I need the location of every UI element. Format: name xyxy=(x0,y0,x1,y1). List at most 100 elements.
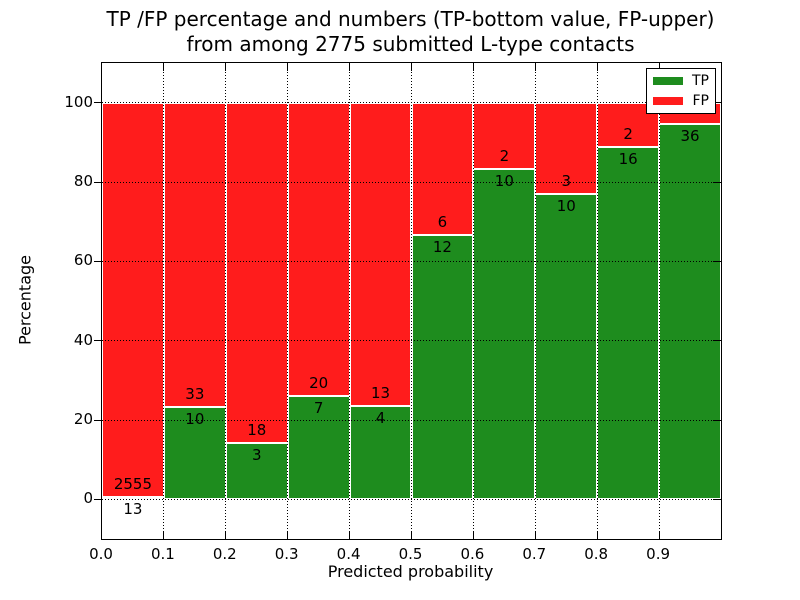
y-tick-mark-left xyxy=(94,419,102,421)
bar-tp-count-label: 10 xyxy=(494,171,514,190)
x-tick-label: 0.4 xyxy=(336,545,361,563)
y-tick-mark-right xyxy=(713,340,721,342)
x-tick-mark-top xyxy=(225,63,227,71)
bar-fp-segment xyxy=(349,102,412,406)
bar-fp-count-label: 2 xyxy=(623,124,633,143)
x-tick-mark-top xyxy=(658,63,660,71)
legend-item-tp: TP xyxy=(653,73,709,89)
x-tick-label: 0.9 xyxy=(646,545,671,563)
x-tick-label: 0.5 xyxy=(398,545,423,563)
bar-tp-count-label: 4 xyxy=(375,409,386,427)
y-tick-label: 20 xyxy=(73,410,93,428)
legend-item-fp: FP xyxy=(653,93,709,109)
y-tick-mark-left xyxy=(94,181,102,183)
legend-label-fp: FP xyxy=(692,93,710,109)
gridline-vertical xyxy=(287,63,289,539)
y-tick-mark-left xyxy=(94,260,102,262)
x-tick-mark-bottom xyxy=(163,531,165,539)
x-tick-label: 0.8 xyxy=(584,545,609,563)
y-tick-mark-right xyxy=(713,419,721,421)
bar-fp-count-label: 33 xyxy=(185,385,205,404)
bar-fp-count-label: 13 xyxy=(371,384,391,402)
x-tick-label: 0.0 xyxy=(89,545,113,563)
x-tick-mark-bottom xyxy=(349,531,351,539)
bar-tp-count-label: 13 xyxy=(123,500,143,519)
chart-title-line2: from among 2775 submitted L-type contact… xyxy=(186,32,635,56)
chart-title-line1: TP /FP percentage and numbers (TP-bottom… xyxy=(106,7,715,31)
gridline-vertical xyxy=(411,63,412,539)
x-tick-label: 0.3 xyxy=(274,545,299,563)
legend-swatch-tp xyxy=(653,77,683,85)
x-tick-mark-top xyxy=(349,63,351,71)
bar-fp-segment xyxy=(102,102,164,498)
x-tick-mark-bottom xyxy=(472,531,474,539)
x-tick-label: 0.2 xyxy=(212,545,237,563)
bar-fp-count-label: 18 xyxy=(247,420,267,439)
bar-tp-count-label: 12 xyxy=(432,237,452,256)
y-tick-mark-right xyxy=(713,260,721,262)
legend-swatch-fp xyxy=(653,97,683,105)
bar-tp-segment xyxy=(535,194,598,500)
bar-tp-segment xyxy=(659,123,721,500)
y-tick-label: 80 xyxy=(73,172,93,190)
bar-fp-count-label: 2555 xyxy=(113,475,153,494)
y-tick-mark-left xyxy=(94,340,102,342)
bar-fp-segment xyxy=(473,102,536,169)
x-tick-mark-bottom xyxy=(658,531,660,539)
y-tick-mark-left xyxy=(94,102,102,104)
gridline-vertical xyxy=(472,63,474,539)
bar-tp-segment xyxy=(597,146,660,500)
x-tick-mark-bottom xyxy=(287,531,289,539)
y-tick-label: 40 xyxy=(73,330,93,349)
gridline-vertical xyxy=(225,63,227,539)
y-tick-mark-left xyxy=(94,498,102,500)
x-tick-label: 0.1 xyxy=(150,545,175,563)
bar-tp-count-label: 3 xyxy=(251,445,262,464)
bar-fp-segment xyxy=(163,102,226,408)
bar-fp-segment xyxy=(535,102,598,195)
bar-tp-segment xyxy=(411,234,474,500)
bar-fp-count-label: 2 xyxy=(499,146,510,165)
bar-tp-segment xyxy=(349,406,412,500)
bar-fp-count-label: 3 xyxy=(561,172,572,191)
x-tick-mark-bottom xyxy=(534,531,536,539)
x-tick-mark-top xyxy=(472,63,474,71)
gridline-vertical xyxy=(658,63,660,539)
x-tick-label: 0.6 xyxy=(460,545,485,563)
x-tick-label: 0.7 xyxy=(522,545,547,563)
x-tick-mark-bottom xyxy=(225,531,227,539)
bar-fp-segment xyxy=(287,102,350,397)
bar-tp-count-label: 7 xyxy=(313,399,324,418)
x-tick-mark-top xyxy=(534,63,536,71)
gridline-vertical xyxy=(596,63,598,539)
gridline-vertical xyxy=(534,63,536,539)
x-tick-mark-bottom xyxy=(596,531,598,539)
y-tick-label: 60 xyxy=(73,251,93,270)
x-tick-mark-top xyxy=(596,63,598,71)
bar-tp-count-label: 10 xyxy=(185,410,205,429)
x-tick-mark-top xyxy=(163,63,165,71)
bar-tp-count-label: 16 xyxy=(618,149,638,168)
y-tick-label: 0 xyxy=(83,489,93,508)
plot-area: 2555 13 33 10 18 3 20 7 13 4 6 12 2 10 3 10 2 16 36 TP FP xyxy=(94,62,722,540)
x-tick-mark-top xyxy=(287,63,289,71)
bar-fp-count-label: 20 xyxy=(309,374,329,393)
y-tick-label: 100 xyxy=(64,92,93,111)
bar-fp-segment xyxy=(225,102,288,443)
legend: TP FP xyxy=(646,68,716,114)
chart-title: TP /FP percentage and numbers (TP-bottom… xyxy=(101,7,720,57)
x-axis-label: Predicted probability xyxy=(327,562,494,581)
bar-fp-count-label: 6 xyxy=(437,212,448,231)
gridline-vertical xyxy=(349,63,351,539)
y-tick-mark-right xyxy=(713,498,721,500)
gridline-vertical xyxy=(163,63,165,539)
y-tick-mark-right xyxy=(713,102,721,104)
bar-fp-segment xyxy=(411,102,474,235)
bar-tp-segment xyxy=(473,168,536,500)
bar-tp-count-label: 10 xyxy=(556,197,576,216)
bar-tp-segment xyxy=(287,396,350,500)
x-tick-mark-top xyxy=(411,63,412,71)
y-tick-mark-right xyxy=(713,181,721,183)
x-tick-mark-bottom xyxy=(411,531,412,539)
